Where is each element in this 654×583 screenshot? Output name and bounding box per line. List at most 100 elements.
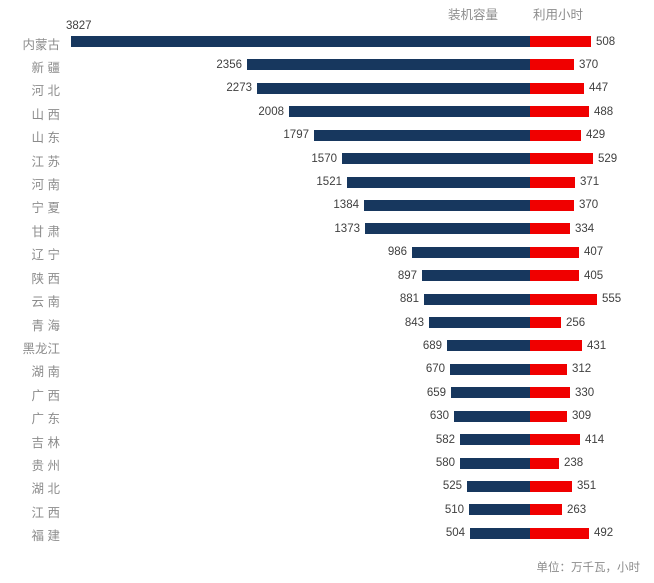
capacity-bar bbox=[424, 293, 530, 305]
hours-value: 431 bbox=[587, 339, 607, 352]
hours-value: 334 bbox=[575, 222, 595, 235]
hours-value: 312 bbox=[572, 363, 592, 376]
capacity-value: 1570 bbox=[311, 152, 337, 165]
capacity-value: 1373 bbox=[334, 222, 360, 235]
capacity-bar bbox=[289, 106, 530, 118]
hours-value: 330 bbox=[575, 386, 595, 399]
capacity-value: 1797 bbox=[283, 129, 309, 142]
capacity-bar bbox=[342, 153, 530, 165]
hours-value: 508 bbox=[596, 35, 616, 48]
capacity-bar bbox=[347, 176, 530, 188]
category-label: 江 西 bbox=[31, 505, 60, 520]
category-label: 广 西 bbox=[31, 388, 60, 403]
category-label: 甘 肃 bbox=[31, 224, 60, 239]
hours-value: 238 bbox=[564, 457, 584, 470]
hours-value: 488 bbox=[594, 105, 614, 118]
capacity-value: 2273 bbox=[226, 82, 252, 95]
capacity-bar bbox=[450, 363, 530, 375]
hours-value: 309 bbox=[572, 410, 592, 423]
capacity-value: 510 bbox=[444, 503, 464, 516]
hours-bar bbox=[530, 153, 593, 165]
hours-bar bbox=[530, 363, 567, 375]
capacity-value: 1384 bbox=[333, 199, 359, 212]
category-label: 陕 西 bbox=[31, 271, 60, 286]
capacity-bar bbox=[257, 82, 530, 94]
capacity-value: 881 bbox=[399, 293, 419, 306]
category-label: 山 西 bbox=[31, 107, 60, 122]
hours-value: 447 bbox=[589, 82, 609, 95]
category-label: 青 海 bbox=[31, 318, 60, 333]
capacity-bar bbox=[365, 223, 530, 235]
capacity-value: 1521 bbox=[316, 176, 342, 189]
capacity-value: 580 bbox=[435, 457, 455, 470]
capacity-bar bbox=[470, 527, 530, 539]
hours-value: 351 bbox=[577, 480, 597, 493]
hours-bar bbox=[530, 340, 582, 352]
category-label: 吉 林 bbox=[31, 435, 60, 450]
category-label: 贵 州 bbox=[31, 459, 60, 474]
hours-bar bbox=[530, 36, 591, 47]
hours-bar bbox=[530, 176, 575, 188]
capacity-bar bbox=[447, 340, 530, 352]
capacity-value: 582 bbox=[435, 433, 455, 446]
hours-value: 263 bbox=[567, 503, 587, 516]
hours-bar bbox=[530, 59, 574, 71]
capacity-bar bbox=[71, 36, 530, 47]
hours-value: 429 bbox=[586, 129, 606, 142]
category-label: 湖 北 bbox=[31, 482, 60, 497]
unit-note: 单位：万千瓦，小时 bbox=[536, 562, 641, 574]
capacity-value: 525 bbox=[442, 480, 462, 493]
hours-value: 370 bbox=[579, 199, 599, 212]
capacity-bar bbox=[460, 457, 530, 469]
capacity-bar bbox=[422, 270, 530, 282]
hours-value: 492 bbox=[594, 527, 614, 540]
capacity-bar bbox=[451, 387, 530, 399]
hours-bar bbox=[530, 106, 589, 118]
capacity-bar bbox=[364, 199, 530, 211]
legend-capacity-label: 装机容量 bbox=[448, 8, 499, 22]
hours-bar bbox=[530, 223, 570, 235]
capacity-value: 897 bbox=[397, 269, 417, 282]
category-label: 福 建 bbox=[31, 529, 60, 544]
hours-bar bbox=[530, 480, 572, 492]
capacity-bar bbox=[460, 434, 530, 446]
capacity-value: 986 bbox=[387, 246, 407, 259]
category-label: 新 疆 bbox=[31, 60, 60, 75]
capacity-value: 670 bbox=[425, 363, 445, 376]
hours-bar bbox=[530, 199, 574, 211]
capacity-bar bbox=[412, 246, 530, 258]
hours-bar bbox=[530, 246, 579, 258]
capacity-value: 2356 bbox=[216, 58, 242, 71]
category-label: 内蒙古 bbox=[22, 37, 60, 52]
category-label: 广 东 bbox=[31, 412, 60, 427]
capacity-value: 843 bbox=[404, 316, 424, 329]
hours-bar bbox=[530, 457, 559, 469]
hours-value: 529 bbox=[598, 152, 618, 165]
capacity-value: 659 bbox=[426, 386, 446, 399]
hours-bar bbox=[530, 504, 562, 516]
category-label: 山 东 bbox=[31, 131, 60, 146]
capacity-bar bbox=[314, 129, 530, 141]
hours-value: 414 bbox=[585, 433, 605, 446]
hours-bar bbox=[530, 270, 579, 282]
capacity-value: 689 bbox=[422, 339, 442, 352]
capacity-value: 3827 bbox=[66, 20, 92, 32]
hours-value: 370 bbox=[579, 58, 599, 71]
hours-bar bbox=[530, 293, 597, 305]
capacity-value: 630 bbox=[429, 410, 449, 423]
capacity-bar bbox=[467, 480, 530, 492]
hours-value: 371 bbox=[580, 176, 600, 189]
category-label: 黑龙江 bbox=[22, 341, 60, 356]
capacity-bar bbox=[469, 504, 530, 516]
hours-bar bbox=[530, 434, 580, 446]
capacity-value: 2008 bbox=[258, 105, 284, 118]
hours-bar bbox=[530, 317, 561, 329]
hours-bar bbox=[530, 387, 570, 399]
hours-value: 407 bbox=[584, 246, 604, 259]
hours-bar bbox=[530, 129, 581, 141]
hours-value: 555 bbox=[602, 293, 622, 306]
category-label: 河 北 bbox=[31, 84, 60, 99]
category-label: 云 南 bbox=[31, 295, 60, 310]
hours-bar bbox=[530, 410, 567, 422]
hours-bar bbox=[530, 527, 589, 539]
